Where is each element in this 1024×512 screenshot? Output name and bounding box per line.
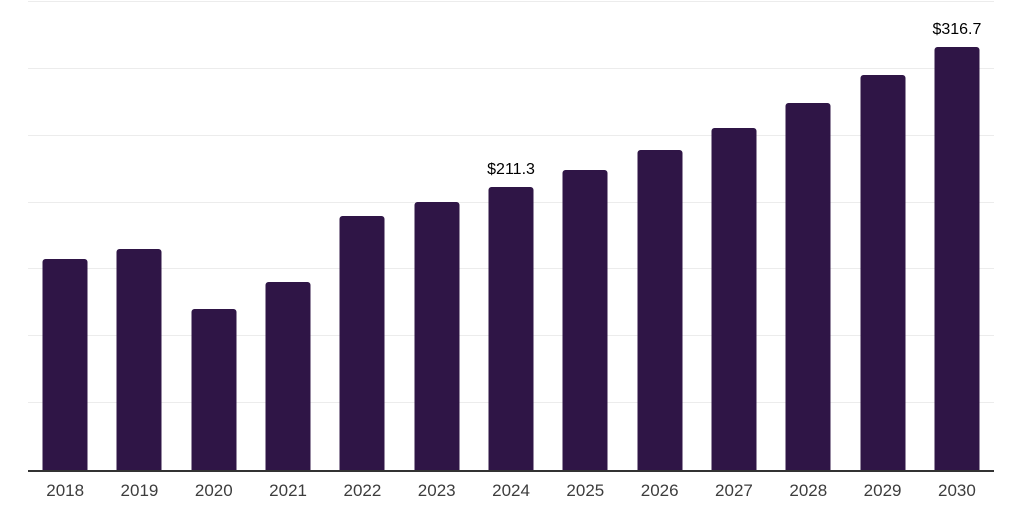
bar-2018 (42, 259, 88, 470)
bars-container: $211.3 $316.7 (28, 0, 994, 470)
bar-2026 (637, 150, 683, 470)
bar-slot-2023 (400, 0, 474, 470)
x-tick-label-2026: 2026 (640, 481, 679, 500)
plot-area: $211.3 $316.7 (28, 0, 994, 472)
bar-slot-2029 (845, 0, 919, 470)
x-tick-label-2028: 2028 (789, 481, 828, 500)
bar-slot-2020 (177, 0, 251, 470)
gridline (28, 134, 994, 136)
x-tick-label-2030: 2030 (937, 481, 976, 500)
x-tick-label-2022: 2022 (343, 481, 382, 500)
value-label-2030: $316.7 (932, 20, 982, 38)
bar-slot-2022 (325, 0, 399, 470)
bar-2029 (860, 75, 906, 470)
x-tick-label-2018: 2018 (46, 481, 85, 500)
bar-slot-2019 (102, 0, 176, 470)
bar-2020 (191, 309, 237, 470)
bar-slot-2030: $316.7 (920, 0, 994, 470)
bar-2022 (339, 215, 385, 470)
bar-slot-2018 (28, 0, 102, 470)
x-tick-label-2020: 2020 (194, 481, 233, 500)
x-tick-label-2023: 2023 (417, 481, 456, 500)
bar-2028 (785, 102, 831, 470)
x-tick-label-2021: 2021 (269, 481, 307, 500)
bar-slot-2028 (771, 0, 845, 470)
bar-2030 (934, 46, 980, 470)
bar-2021 (265, 281, 311, 470)
bar-chart: $211.3 $316.7 2018 2019 2020 2021 2022 2023 202… (28, 0, 994, 512)
bar-2025 (562, 169, 608, 470)
bar-slot-2026 (623, 0, 697, 470)
gridline (28, 67, 994, 69)
x-tick-label-2027: 2027 (715, 481, 753, 500)
x-tick-label-2029: 2029 (863, 481, 902, 500)
x-tick-label-2024: 2024 (492, 481, 530, 500)
x-axis-labels: 2018 2019 2020 2021 2022 2023 2024 2025 2026 2027… (28, 481, 994, 501)
value-label-2024: $211.3 (487, 161, 535, 179)
x-tick-label-2025: 2025 (566, 481, 605, 500)
bar-2027 (711, 127, 757, 470)
bar-2024 (488, 187, 534, 470)
bar-slot-2021 (251, 0, 325, 470)
gridline (28, 1, 994, 2)
x-axis-line (28, 470, 994, 472)
bar-2019 (116, 249, 162, 470)
x-tick-label-2019: 2019 (120, 481, 159, 500)
bar-2023 (414, 202, 460, 470)
bar-slot-2027 (697, 0, 771, 470)
bar-slot-2024: $211.3 (474, 0, 548, 470)
bar-slot-2025 (548, 0, 622, 470)
